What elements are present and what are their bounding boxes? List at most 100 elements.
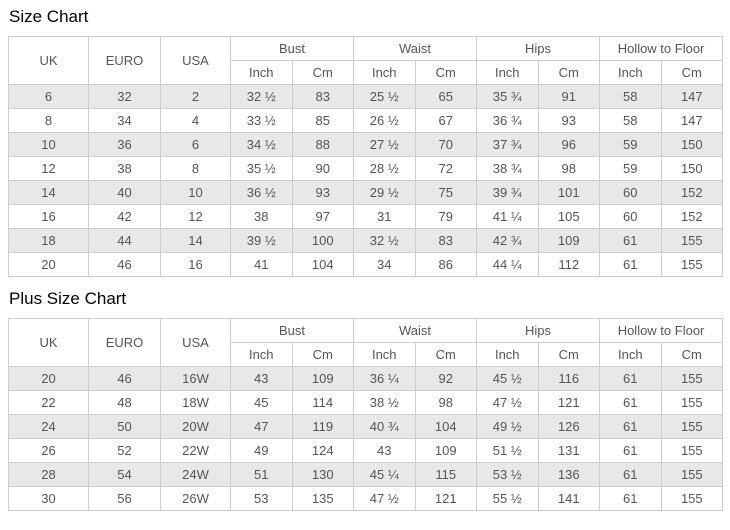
table-cell: 121 (414, 486, 478, 511)
table-cell: 91 (537, 84, 601, 109)
table-cell: 155 (660, 228, 724, 253)
table-cell: 131 (537, 438, 601, 463)
table-cell: 124 (291, 438, 355, 463)
unit-header-waist-cm: Cm (414, 60, 478, 85)
table-cell: 61 (599, 252, 662, 277)
plus-size-chart-table: UK EURO USA Bust Waist Hips Hollow to Fl… (8, 318, 724, 511)
table-cell: 41 ¼ (476, 204, 539, 229)
table-cell: 2 (160, 84, 231, 109)
unit-header-hollow-cm: Cm (660, 60, 724, 85)
table-cell: 49 ½ (476, 414, 539, 439)
table-row: 20 46 16W 43 109 36 ¼ 92 45 ½ 116 61 155 (8, 366, 724, 391)
table-cell: 16 (160, 252, 231, 277)
table-cell: 28 (8, 462, 89, 487)
table-cell: 155 (660, 366, 724, 391)
table-cell: 61 (599, 486, 662, 511)
table-cell: 22W (160, 438, 231, 463)
unit-header-waist-cm: Cm (414, 342, 478, 367)
column-header-usa: USA (160, 318, 231, 367)
table-cell: 43 (353, 438, 416, 463)
table-cell: 58 (599, 84, 662, 109)
table-cell: 38 (88, 156, 161, 181)
table-cell: 67 (414, 108, 478, 133)
table-cell: 130 (291, 462, 355, 487)
table-row: 14 40 10 36 ½ 93 29 ½ 75 39 ¾ 101 60 152 (8, 180, 724, 205)
table-cell: 8 (8, 108, 89, 133)
table-cell: 155 (660, 414, 724, 439)
table-cell: 20 (8, 252, 89, 277)
table-cell: 155 (660, 438, 724, 463)
table-cell: 39 ½ (230, 228, 293, 253)
table-cell: 97 (291, 204, 355, 229)
table-cell: 61 (599, 228, 662, 253)
table-cell: 104 (291, 252, 355, 277)
column-group-hollow-to-floor: Hollow to Floor (599, 36, 724, 61)
table-cell: 46 (88, 252, 161, 277)
table-cell: 53 (230, 486, 293, 511)
unit-header-hips-inch: Inch (476, 342, 539, 367)
table-cell: 59 (599, 132, 662, 157)
table-cell: 45 (230, 390, 293, 415)
size-chart-title: Size Chart (9, 7, 89, 26)
table-cell: 79 (414, 204, 478, 229)
table-cell: 38 ½ (353, 390, 416, 415)
table-cell: 44 ¼ (476, 252, 539, 277)
table-cell: 6 (8, 84, 89, 109)
table-cell: 32 ½ (353, 228, 416, 253)
table-cell: 16W (160, 366, 231, 391)
table-cell: 24W (160, 462, 231, 487)
table-cell: 90 (291, 156, 355, 181)
unit-header-bust-inch: Inch (230, 60, 293, 85)
table-cell: 28 ½ (353, 156, 416, 181)
table-cell: 47 ½ (353, 486, 416, 511)
unit-header-hollow-inch: Inch (599, 60, 662, 85)
table-cell: 61 (599, 414, 662, 439)
table-cell: 8 (160, 156, 231, 181)
table-row: 12 38 8 35 ½ 90 28 ½ 72 38 ¾ 98 59 150 (8, 156, 724, 181)
table-cell: 26 ½ (353, 108, 416, 133)
table-cell: 141 (537, 486, 601, 511)
table-cell: 42 ¾ (476, 228, 539, 253)
table-cell: 45 ¼ (353, 462, 416, 487)
table-cell: 48 (88, 390, 161, 415)
table-cell: 119 (291, 414, 355, 439)
unit-header-hollow-cm: Cm (660, 342, 724, 367)
table-cell: 20 (8, 366, 89, 391)
table-cell: 101 (537, 180, 601, 205)
table-row: 10 36 6 34 ½ 88 27 ½ 70 37 ¾ 96 59 150 (8, 132, 724, 157)
table-cell: 155 (660, 390, 724, 415)
table-cell: 40 (88, 180, 161, 205)
table-cell: 105 (537, 204, 601, 229)
table-cell: 20W (160, 414, 231, 439)
unit-header-hips-cm: Cm (537, 342, 601, 367)
table-cell: 49 (230, 438, 293, 463)
column-header-euro: EURO (88, 318, 161, 367)
table-row: 8 34 4 33 ½ 85 26 ½ 67 36 ¾ 93 58 147 (8, 108, 724, 133)
table-cell: 75 (414, 180, 478, 205)
header-row-units: Inch Cm Inch Cm Inch Cm Inch Cm (9, 342, 724, 367)
table-row: 24 50 20W 47 119 40 ¾ 104 49 ½ 126 61 155 (8, 414, 724, 439)
unit-header-bust-cm: Cm (291, 342, 355, 367)
table-cell: 56 (88, 486, 161, 511)
table-cell: 55 ½ (476, 486, 539, 511)
table-cell: 26 (8, 438, 89, 463)
table-row: 16 42 12 38 97 31 79 41 ¼ 105 60 152 (8, 204, 724, 229)
plus-size-chart-body: 20 46 16W 43 109 36 ¼ 92 45 ½ 116 61 155 22 48 18W 45 1… (8, 366, 724, 511)
table-cell: 155 (660, 486, 724, 511)
table-cell: 12 (160, 204, 231, 229)
table-cell: 24 (8, 414, 89, 439)
table-cell: 47 (230, 414, 293, 439)
column-header-uk: UK (8, 318, 89, 367)
table-cell: 136 (537, 462, 601, 487)
column-header-usa: USA (160, 36, 231, 85)
column-group-hips: Hips (476, 36, 601, 61)
table-cell: 52 (88, 438, 161, 463)
table-cell: 61 (599, 366, 662, 391)
table-cell: 51 (230, 462, 293, 487)
table-row: 26 52 22W 49 124 43 109 51 ½ 131 61 155 (8, 438, 724, 463)
table-cell: 31 (353, 204, 416, 229)
table-row: 22 48 18W 45 114 38 ½ 98 47 ½ 121 61 155 (8, 390, 724, 415)
plus-size-chart-title: Plus Size Chart (9, 289, 127, 308)
table-cell: 126 (537, 414, 601, 439)
table-cell: 98 (414, 390, 478, 415)
